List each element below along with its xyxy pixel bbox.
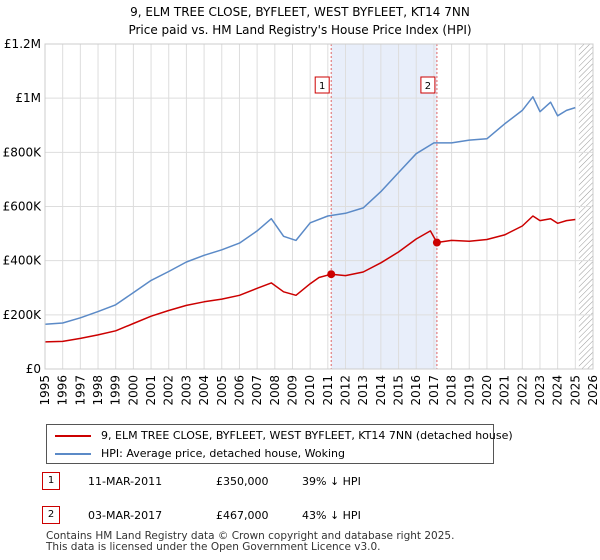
x-tick-label: 2000 <box>126 375 140 406</box>
x-tick-label: 2015 <box>392 375 406 406</box>
sale-label: 1 <box>319 81 325 92</box>
x-tick-label: 2024 <box>551 375 565 406</box>
plot-frame <box>44 43 594 370</box>
y-tick-label: £1M <box>15 91 41 105</box>
sale-label-box <box>420 76 436 94</box>
chart-subtitle: Price paid vs. HM Land Registry's House … <box>128 23 471 37</box>
legend-label-hpi: HPI: Average price, detached house, Woki… <box>101 447 345 460</box>
sale-label-box <box>314 76 330 94</box>
x-tick-label: 2019 <box>462 375 476 406</box>
x-tick-label: 2023 <box>533 375 547 406</box>
y-tick-label: £1.2M <box>4 37 41 51</box>
x-tick-label: 1998 <box>91 375 105 406</box>
x-tick-label: 2014 <box>374 375 388 406</box>
x-tick-label: 2012 <box>339 375 353 406</box>
price-chart: 9, ELM TREE CLOSE, BYFLEET, WEST BYFLEET… <box>3 5 600 406</box>
x-tick-label: 2007 <box>250 375 264 406</box>
sale-hpi-diff: 43% ↓ HPI <box>302 509 361 522</box>
table-row: 2 03-MAR-2017 £467,000 43% ↓ HPI <box>0 506 600 528</box>
y-tick-label: £800K <box>3 145 43 159</box>
sale-date: 11-MAR-2011 <box>88 475 163 488</box>
footer-copyright: Contains HM Land Registry data © Crown c… <box>46 530 455 542</box>
legend-swatch-hpi <box>55 453 91 455</box>
x-tick-label: 2020 <box>480 375 494 406</box>
y-tick-label: £400K <box>3 254 43 268</box>
x-tick-label: 1996 <box>56 375 70 406</box>
x-tick-label: 2005 <box>215 375 229 406</box>
y-tick-label: £0 <box>26 362 41 376</box>
x-tick-label: 2021 <box>498 375 512 406</box>
footer: Contains HM Land Registry data © Crown c… <box>46 531 454 553</box>
x-tick-label: 2017 <box>427 375 441 406</box>
sale-date: 03-MAR-2017 <box>88 509 163 522</box>
table-row: 1 11-MAR-2011 £350,000 39% ↓ HPI <box>0 472 600 494</box>
x-tick-label: 2013 <box>356 375 370 406</box>
sale-label: 2 <box>425 81 431 92</box>
legend-swatch-property <box>55 435 91 437</box>
legend-item-hpi: HPI: Average price, detached house, Woki… <box>55 445 345 463</box>
x-tick-label: 2006 <box>232 375 246 406</box>
x-tick-label: 2025 <box>568 375 582 406</box>
legend-label-property: 9, ELM TREE CLOSE, BYFLEET, WEST BYFLEET… <box>101 429 513 442</box>
sale-hpi-diff: 39% ↓ HPI <box>302 475 361 488</box>
legend-item-property: 9, ELM TREE CLOSE, BYFLEET, WEST BYFLEET… <box>55 427 513 445</box>
x-tick-label: 2026 <box>586 375 600 406</box>
legend: 9, ELM TREE CLOSE, BYFLEET, WEST BYFLEET… <box>46 424 513 464</box>
footer-licence: This data is licensed under the Open Gov… <box>46 541 381 553</box>
sale-price: £467,000 <box>216 509 269 522</box>
x-tick-label: 2011 <box>321 375 335 406</box>
x-tick-label: 2009 <box>285 375 299 406</box>
x-tick-label: 1999 <box>109 375 123 406</box>
sale-marker-badge: 1 <box>42 472 60 490</box>
x-tick-label: 2022 <box>515 375 529 406</box>
x-tick-label: 2018 <box>445 375 459 406</box>
x-tick-label: 2001 <box>144 375 158 406</box>
sale-price: £350,000 <box>216 475 269 488</box>
y-tick-label: £200K <box>3 308 43 322</box>
x-tick-label: 2002 <box>162 375 176 406</box>
chart-title: 9, ELM TREE CLOSE, BYFLEET, WEST BYFLEET… <box>130 5 470 19</box>
sale-point <box>432 238 441 247</box>
y-tick-label: £600K <box>3 200 43 214</box>
sale-marker-badge: 2 <box>42 506 60 524</box>
x-tick-label: 2016 <box>409 375 423 406</box>
x-tick-label: 2008 <box>268 375 282 406</box>
series-line-hpi <box>44 96 576 326</box>
x-tick-label: 1997 <box>73 375 87 406</box>
sale-point <box>327 270 336 279</box>
x-tick-label: 2004 <box>197 375 211 406</box>
x-tick-label: 2010 <box>303 375 317 406</box>
x-tick-label: 2003 <box>179 375 193 406</box>
x-tick-label: 1995 <box>38 375 52 406</box>
